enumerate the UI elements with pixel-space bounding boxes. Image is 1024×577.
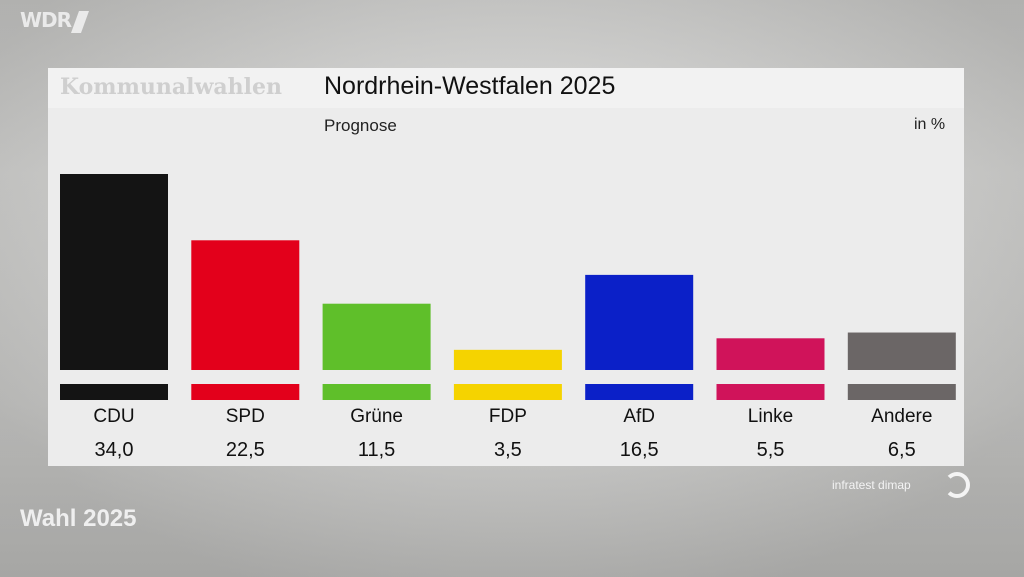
- kicker-label: Kommunalwahlen: [60, 74, 283, 100]
- value-label: 6,5: [888, 439, 916, 461]
- bar-fdp: [453, 349, 562, 370]
- value-label: 3,5: [494, 439, 522, 461]
- chart-title: Nordrhein-Westfalen 2025: [324, 72, 616, 100]
- value-label: 34,0: [95, 439, 134, 461]
- color-strip-linke: [716, 384, 825, 400]
- broadcaster-name: WDR: [20, 8, 72, 32]
- category-label: Andere: [871, 406, 932, 427]
- value-label: 22,5: [226, 439, 265, 461]
- bar-cdu: [60, 174, 168, 370]
- bar-spd: [191, 240, 300, 370]
- category-label: AfD: [623, 406, 655, 427]
- color-strip-afd: [585, 384, 694, 400]
- value-label: 5,5: [757, 439, 785, 461]
- chart-subtitle: Prognose: [324, 116, 397, 135]
- color-strip-grüne: [322, 384, 431, 400]
- bar-afd: [585, 274, 694, 370]
- color-strip-cdu: [60, 384, 168, 400]
- category-label: Grüne: [350, 406, 403, 427]
- footer-label: Wahl 2025: [20, 505, 137, 532]
- title-bar: [48, 68, 964, 108]
- color-strip-andere: [847, 384, 956, 400]
- category-label: FDP: [489, 406, 527, 427]
- value-label: 16,5: [620, 439, 659, 461]
- color-strip-fdp: [453, 384, 562, 400]
- bar-andere: [847, 332, 956, 370]
- category-label: CDU: [93, 406, 134, 427]
- color-strip-spd: [191, 384, 300, 400]
- unit-label: in %: [914, 116, 946, 133]
- source-label: infratest dimap: [832, 478, 911, 492]
- bar-linke: [716, 338, 825, 370]
- infratest-dimap-logo-icon: [944, 472, 970, 498]
- wdr-logo: WDR: [20, 8, 90, 33]
- bar-grüne: [322, 303, 431, 370]
- category-label: SPD: [226, 406, 265, 427]
- category-label: Linke: [748, 406, 793, 427]
- value-label: 11,5: [358, 439, 395, 461]
